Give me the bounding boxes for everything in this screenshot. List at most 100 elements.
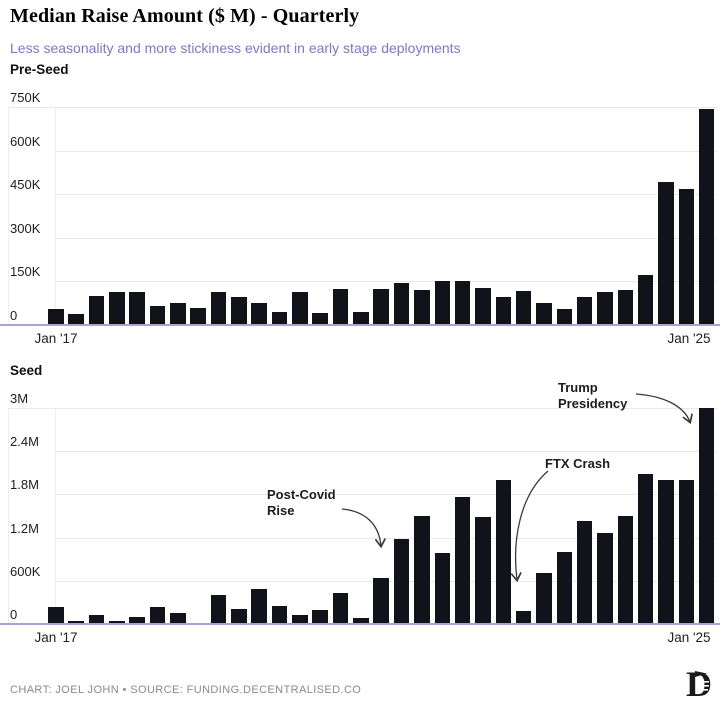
gridline bbox=[55, 281, 717, 283]
x-tick-label: Jan '25 bbox=[667, 630, 711, 645]
bar bbox=[170, 303, 186, 325]
annotation-text: FTX Crash bbox=[545, 456, 611, 471]
seed-chart-label: Seed bbox=[10, 363, 43, 378]
y-tick-label: 600K bbox=[10, 133, 41, 149]
bar bbox=[88, 615, 105, 624]
bar bbox=[698, 408, 715, 624]
bar bbox=[536, 302, 552, 325]
bar bbox=[678, 480, 694, 624]
bar bbox=[210, 292, 227, 325]
bar bbox=[129, 292, 145, 325]
y-tick-label: 2.4M bbox=[10, 434, 39, 450]
y-tick-label: 750K bbox=[10, 90, 41, 105]
y-tick-label: 1.8M bbox=[10, 477, 39, 493]
bar bbox=[231, 608, 247, 624]
bar bbox=[454, 281, 471, 325]
bar bbox=[332, 288, 349, 325]
bar bbox=[597, 533, 613, 624]
page-subtitle: Less seasonality and more stickiness evi… bbox=[10, 40, 461, 56]
y-tick-label: 450K bbox=[10, 177, 41, 193]
bar bbox=[637, 473, 654, 624]
bar bbox=[475, 287, 491, 325]
gridline bbox=[55, 194, 717, 196]
y-tick-label: 0 bbox=[10, 607, 18, 622]
bar bbox=[434, 553, 450, 624]
bar bbox=[617, 290, 633, 325]
bar bbox=[170, 613, 186, 624]
credit-line: CHART: JOEL JOHN • SOURCE: FUNDING.DECEN… bbox=[10, 684, 362, 696]
bar bbox=[332, 593, 349, 624]
plot-edge-line bbox=[8, 107, 9, 325]
bar bbox=[312, 609, 328, 624]
annotation-text: Post-Covid Rise bbox=[267, 487, 336, 518]
gridline bbox=[55, 451, 717, 453]
x-tick-label: Jan '25 bbox=[667, 331, 711, 346]
bar bbox=[210, 595, 227, 624]
bar bbox=[231, 297, 247, 325]
bar bbox=[556, 309, 572, 325]
gridline bbox=[55, 237, 717, 239]
gridline bbox=[8, 408, 717, 409]
bar bbox=[454, 496, 471, 624]
y-tick-label: 600K bbox=[10, 563, 41, 579]
bar bbox=[597, 292, 613, 325]
bar bbox=[109, 621, 125, 624]
bar bbox=[190, 308, 206, 325]
bar bbox=[149, 607, 166, 624]
plot-edge-line bbox=[55, 408, 56, 624]
bar bbox=[109, 292, 125, 325]
bar bbox=[271, 605, 288, 624]
gridline bbox=[55, 537, 717, 539]
bar bbox=[353, 618, 369, 624]
bar bbox=[495, 296, 511, 325]
bar bbox=[617, 516, 633, 624]
page-title: Median Raise Amount ($ M) - Quarterly bbox=[10, 5, 360, 27]
x-axis-line bbox=[0, 623, 720, 625]
bar bbox=[515, 290, 532, 325]
plot-edge-line bbox=[55, 107, 56, 325]
bar bbox=[251, 589, 267, 624]
bar bbox=[292, 615, 308, 624]
bar bbox=[373, 577, 389, 624]
pre-seed-chart-label: Pre-Seed bbox=[10, 62, 69, 77]
bar bbox=[373, 289, 389, 325]
bar bbox=[251, 303, 267, 325]
bar bbox=[68, 314, 84, 325]
bar bbox=[271, 311, 288, 325]
x-tick-label: Jan '17 bbox=[34, 630, 78, 645]
bar bbox=[353, 311, 369, 325]
bar bbox=[495, 480, 511, 624]
bar bbox=[637, 275, 654, 325]
bar bbox=[88, 295, 105, 325]
bar bbox=[515, 611, 532, 624]
bar bbox=[149, 306, 166, 325]
y-tick-label: 1.2M bbox=[10, 520, 39, 536]
bar bbox=[414, 516, 430, 624]
svg-text:D: D bbox=[686, 665, 712, 703]
bar bbox=[393, 538, 410, 624]
bar bbox=[48, 607, 64, 624]
bar bbox=[556, 552, 572, 624]
bar bbox=[312, 313, 328, 325]
y-tick-label: 300K bbox=[10, 220, 41, 236]
gridline bbox=[55, 150, 717, 152]
bar bbox=[576, 521, 593, 624]
bar bbox=[129, 616, 145, 624]
bar bbox=[678, 189, 694, 325]
plot-edge-line bbox=[8, 408, 9, 624]
bar bbox=[658, 182, 674, 325]
bar bbox=[414, 290, 430, 325]
gridline bbox=[55, 494, 717, 496]
bar bbox=[292, 292, 308, 325]
decentralised-logo-icon: D bbox=[686, 665, 712, 703]
bar bbox=[475, 516, 491, 624]
y-tick-label: 0 bbox=[10, 308, 18, 323]
y-tick-label: 3M bbox=[10, 391, 29, 406]
annotation-text: Trump Presidency bbox=[558, 380, 628, 411]
bar bbox=[393, 282, 410, 325]
gridline bbox=[8, 107, 717, 108]
bar bbox=[658, 480, 674, 624]
bar bbox=[48, 309, 64, 325]
